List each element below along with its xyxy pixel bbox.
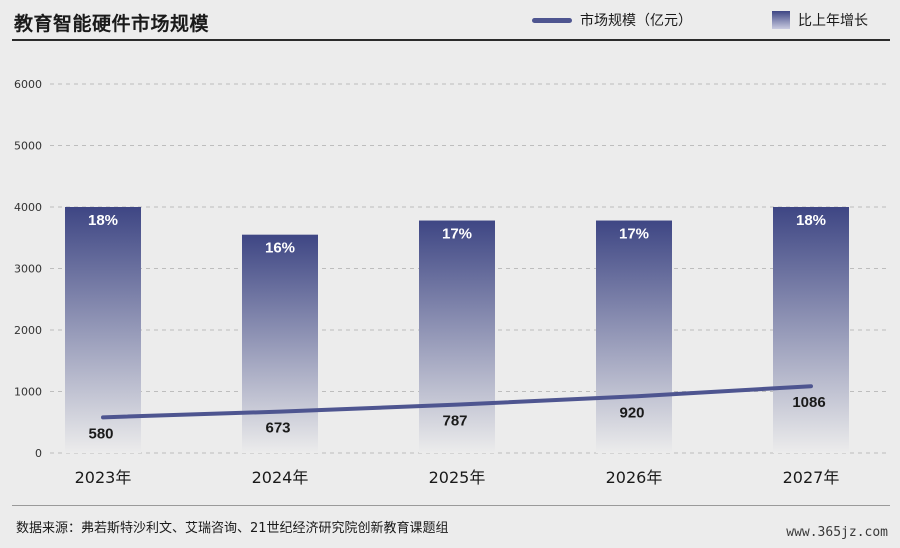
- footer-divider: [12, 505, 890, 506]
- market-size-label: 787: [442, 413, 467, 430]
- growth-label: 17%: [442, 226, 472, 243]
- chart-footer: 数据来源：弗若斯特沙利文、艾瑞咨询、21世纪经济研究院创新教育课题组 www.3…: [0, 505, 900, 548]
- chart-plot: 0 1000 2000 3000 4000 5000 6000 18% 16% 17% 17% 18…: [14, 78, 890, 487]
- source-note: 数据来源：弗若斯特沙利文、艾瑞咨询、21世纪经济研究院创新教育课题组: [16, 521, 449, 536]
- market-size-line: [101, 384, 813, 420]
- legend-bar-label: 比上年增长: [798, 13, 868, 29]
- y-tick-label: 1000: [14, 386, 42, 399]
- growth-bar: [419, 220, 495, 453]
- header-divider: [12, 39, 890, 41]
- x-category-label: 2025年: [429, 468, 486, 487]
- market-size-label: 580: [88, 425, 113, 442]
- legend-line-swatch: [532, 17, 572, 23]
- market-size-label: 920: [619, 404, 644, 421]
- y-tick-label: 3000: [14, 263, 42, 276]
- y-tick-label: 0: [35, 447, 42, 460]
- legend-item-market-size: 市场规模（亿元）: [532, 10, 692, 30]
- growth-label: 16%: [265, 240, 295, 257]
- x-category-label: 2023年: [75, 468, 132, 487]
- y-tick-label: 6000: [14, 78, 42, 91]
- growth-label: 18%: [796, 212, 826, 229]
- y-tick-label: 5000: [14, 140, 42, 153]
- market-size-label: 1086: [792, 394, 825, 411]
- watermark: www.365jz.com: [786, 525, 888, 540]
- chart-title: 教育智能硬件市场规模: [14, 13, 210, 35]
- y-tick-label: 2000: [14, 324, 42, 337]
- x-category-label: 2027年: [783, 468, 840, 487]
- growth-label: 17%: [619, 226, 649, 243]
- legend-bar-swatch: [772, 11, 790, 29]
- chart-header: 教育智能硬件市场规模 市场规模（亿元） 比上年增长: [0, 0, 900, 42]
- growth-label: 18%: [88, 212, 118, 229]
- growth-bar: [596, 220, 672, 453]
- y-tick-label: 4000: [14, 201, 42, 214]
- growth-bar: [242, 234, 318, 453]
- market-size-label: 673: [265, 420, 290, 437]
- growth-bar: [773, 207, 849, 453]
- x-category-label: 2024年: [252, 468, 309, 487]
- x-category-label: 2026年: [606, 468, 663, 487]
- legend-item-growth: 比上年增长: [772, 10, 868, 30]
- growth-bar: [65, 207, 141, 453]
- legend-line-label: 市场规模（亿元）: [580, 13, 692, 29]
